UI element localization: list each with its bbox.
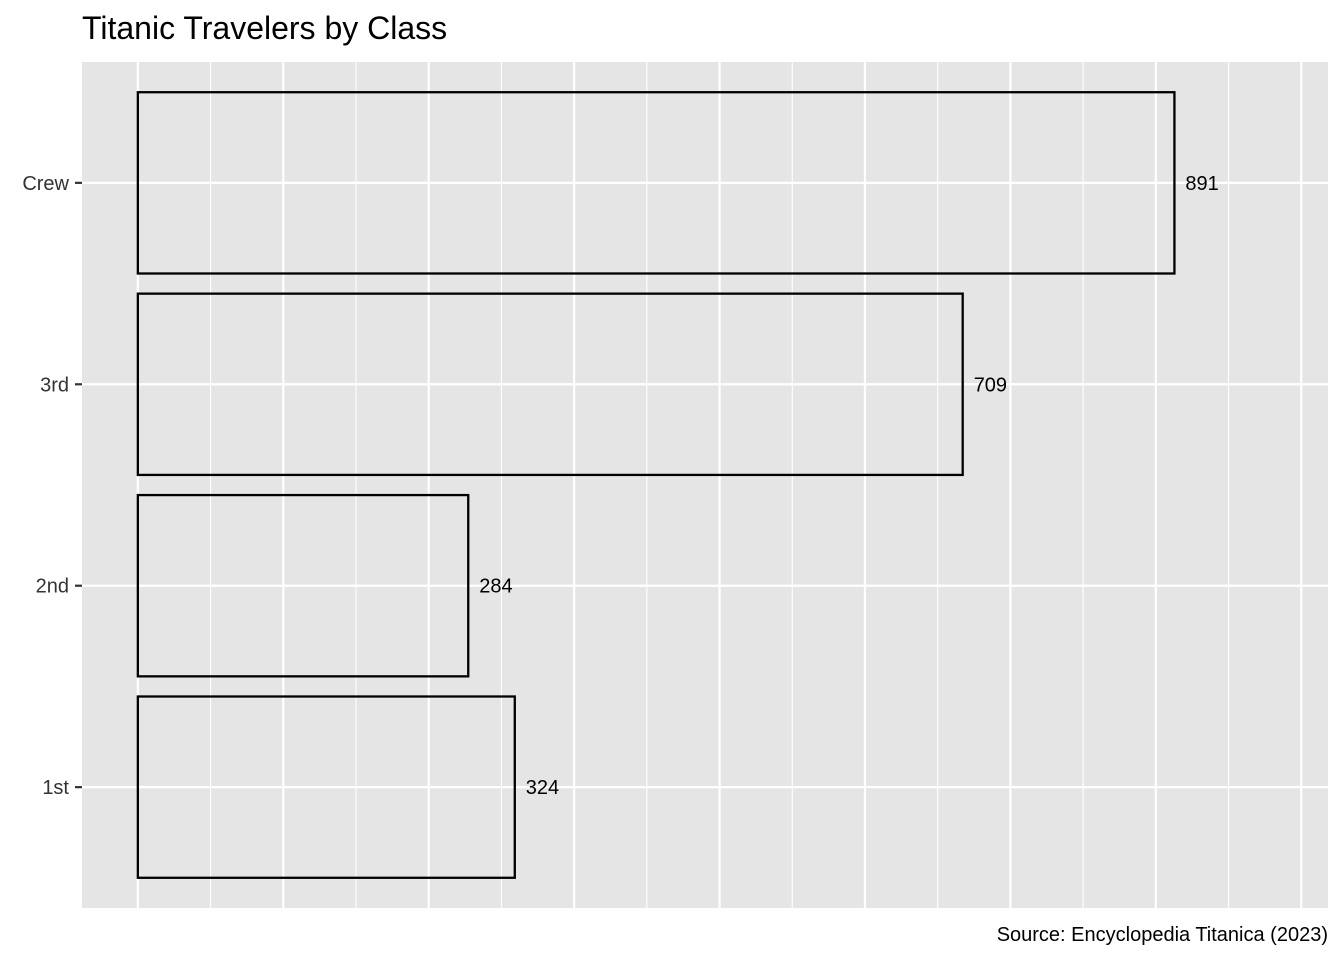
y-tick-label-3rd: 3rd (40, 374, 69, 396)
bar-value-label-crew: 891 (1185, 173, 1218, 195)
bar-value-label-1st: 324 (526, 777, 559, 799)
minor-gridlines (210, 62, 1230, 908)
y-tick-label-1st: 1st (42, 777, 69, 799)
bars (136, 91, 1176, 879)
bar-3rd (136, 292, 964, 477)
bar-1st (136, 695, 516, 879)
major-gridlines (82, 62, 1328, 908)
y-tick-label-2nd: 2nd (36, 576, 69, 598)
bar-value-labels: 324 284 709 891 (479, 173, 1219, 799)
y-tick-label-crew: Crew (22, 173, 69, 195)
chart-caption: Source: Encyclopedia Titanica (2023) (997, 924, 1328, 946)
bar-2nd (136, 493, 470, 678)
chart-title: Titanic Travelers by Class (82, 10, 447, 46)
bar-value-label-2nd: 284 (479, 576, 512, 598)
bar-value-label-3rd: 709 (974, 374, 1007, 396)
y-axis: 1st 2nd 3rd Crew (22, 173, 82, 799)
plot-panel (82, 62, 1328, 908)
bar-crew (136, 91, 1176, 275)
